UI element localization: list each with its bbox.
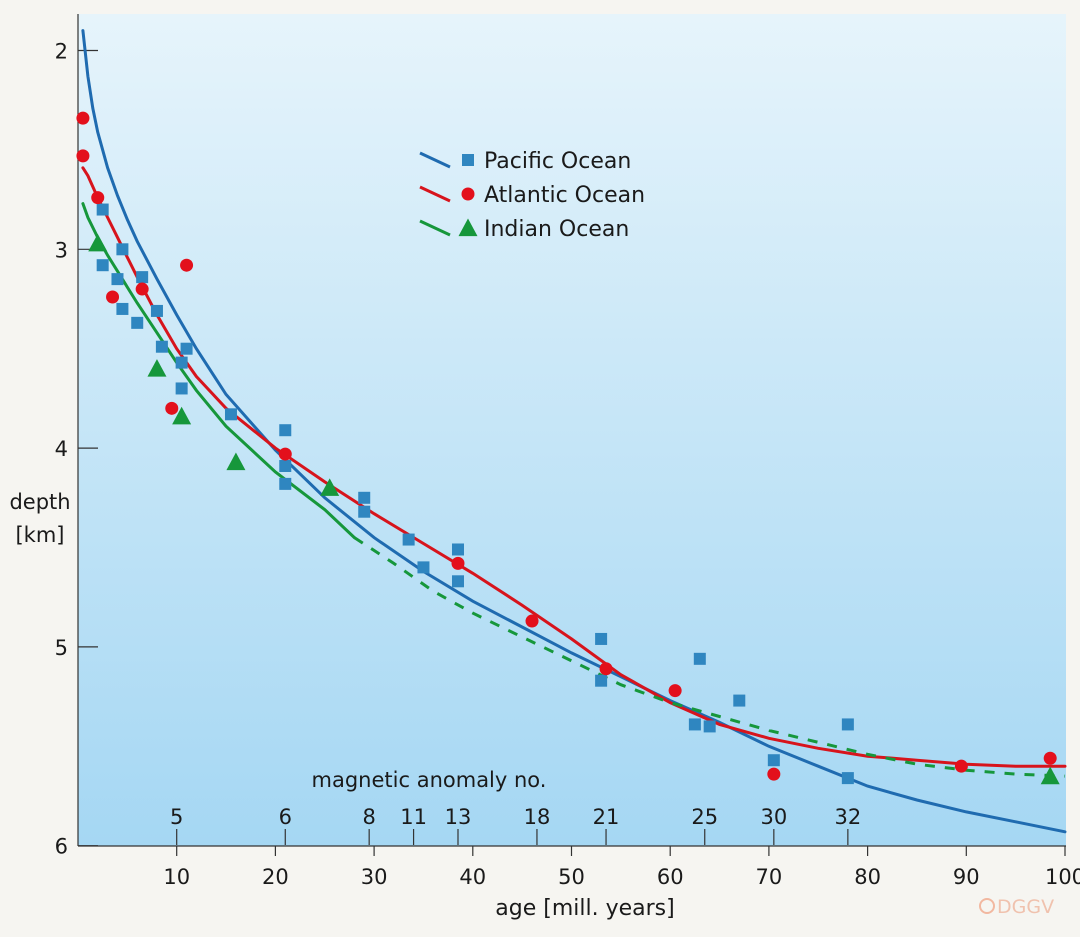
plot-background bbox=[78, 14, 1066, 846]
pacific-ocean-data-point bbox=[704, 720, 716, 732]
pacific-ocean-data-point bbox=[279, 424, 291, 436]
watermark: DGGV bbox=[980, 896, 1054, 918]
pacific-ocean-data-point bbox=[97, 259, 109, 271]
pacific-ocean-data-point bbox=[111, 273, 123, 285]
x-tick-label: 10 bbox=[163, 865, 190, 889]
pacific-ocean-data-point bbox=[225, 408, 237, 420]
atlantic-ocean-data-point bbox=[451, 557, 464, 570]
pacific-ocean-data-point bbox=[279, 460, 291, 472]
anomaly-tick-label: 25 bbox=[691, 805, 718, 829]
pacific-ocean-data-point bbox=[689, 718, 701, 730]
atlantic-ocean-data-point bbox=[1044, 752, 1057, 765]
anomaly-axis-label: magnetic anomaly no. bbox=[312, 768, 547, 792]
anomaly-tick-label: 11 bbox=[400, 805, 427, 829]
anomaly-tick-label: 32 bbox=[834, 805, 861, 829]
atlantic-ocean-legend-label: Atlantic Ocean bbox=[484, 183, 645, 208]
pacific-ocean-data-point bbox=[358, 492, 370, 504]
anomaly-tick-label: 18 bbox=[524, 805, 551, 829]
y-axis-label-unit: [km] bbox=[15, 523, 64, 547]
x-tick-label: 70 bbox=[756, 865, 783, 889]
atlantic-ocean-data-point bbox=[106, 291, 119, 304]
atlantic-ocean-data-point bbox=[180, 259, 193, 272]
pacific-ocean-data-point bbox=[116, 243, 128, 255]
pacific-ocean-data-point bbox=[116, 303, 128, 315]
x-axis-label: age [mill. years] bbox=[495, 896, 674, 921]
depth-age-chart: 5 6 8 11 13 18 21 25 30 32 2 3 4 5 6 10 20 30 40 50 60 70 80 9… bbox=[0, 0, 1080, 933]
pacific-ocean-data-point bbox=[131, 317, 143, 329]
pacific-ocean-data-point bbox=[768, 754, 780, 766]
anomaly-tick-label: 6 bbox=[279, 805, 292, 829]
y-tick-label: 3 bbox=[55, 238, 68, 262]
x-tick-label: 90 bbox=[953, 865, 980, 889]
pacific-ocean-data-point bbox=[595, 633, 607, 645]
atlantic-ocean-data-point bbox=[279, 448, 292, 461]
pacific-ocean-legend-label: Pacific Ocean bbox=[484, 149, 631, 174]
atlantic-ocean-data-point bbox=[955, 760, 968, 773]
pacific-ocean-data-point bbox=[595, 675, 607, 687]
anomaly-tick-label: 5 bbox=[170, 805, 183, 829]
pacific-ocean-data-point bbox=[156, 341, 168, 353]
x-tick-label: 40 bbox=[459, 865, 486, 889]
pacific-ocean-data-point bbox=[694, 653, 706, 665]
indian-ocean-legend-label: Indian Ocean bbox=[484, 217, 629, 242]
pacific-ocean-data-point bbox=[151, 305, 163, 317]
pacific-ocean-legend-marker bbox=[462, 154, 474, 166]
watermark-text: DGGV bbox=[997, 896, 1054, 918]
atlantic-ocean-data-point bbox=[136, 283, 149, 296]
atlantic-ocean-legend-marker bbox=[462, 188, 475, 201]
x-tick-label: 60 bbox=[657, 865, 684, 889]
atlantic-ocean-data-point bbox=[767, 768, 780, 781]
atlantic-ocean-data-point bbox=[91, 191, 104, 204]
y-axis-label-depth: depth bbox=[9, 490, 70, 514]
anomaly-tick-label: 8 bbox=[362, 805, 375, 829]
y-tick-label: 5 bbox=[55, 636, 68, 660]
pacific-ocean-data-point bbox=[842, 718, 854, 730]
x-tick-label: 100 bbox=[1045, 865, 1080, 889]
watermark-logo-icon bbox=[980, 899, 994, 913]
atlantic-ocean-data-point bbox=[165, 402, 178, 415]
x-tick-label: 30 bbox=[361, 865, 388, 889]
x-tick-label: 20 bbox=[262, 865, 289, 889]
y-tick-label: 4 bbox=[55, 437, 68, 461]
pacific-ocean-data-point bbox=[136, 271, 148, 283]
pacific-ocean-data-point bbox=[733, 695, 745, 707]
atlantic-ocean-data-point bbox=[76, 149, 89, 162]
pacific-ocean-data-point bbox=[358, 506, 370, 518]
pacific-ocean-data-point bbox=[452, 543, 464, 555]
pacific-ocean-data-point bbox=[176, 357, 188, 369]
anomaly-tick-label: 30 bbox=[760, 805, 787, 829]
pacific-ocean-data-point bbox=[452, 575, 464, 587]
atlantic-ocean-data-point bbox=[600, 662, 613, 675]
atlantic-ocean-data-point bbox=[76, 112, 89, 125]
y-tick-label: 6 bbox=[55, 835, 68, 859]
pacific-ocean-data-point bbox=[279, 478, 291, 490]
pacific-ocean-data-point bbox=[176, 382, 188, 394]
chart-container: 5 6 8 11 13 18 21 25 30 32 2 3 4 5 6 10 20 30 40 50 60 70 80 9… bbox=[0, 0, 1080, 933]
anomaly-tick-label: 13 bbox=[445, 805, 472, 829]
atlantic-ocean-data-point bbox=[526, 615, 539, 628]
pacific-ocean-data-point bbox=[417, 561, 429, 573]
atlantic-ocean-data-point bbox=[669, 684, 682, 697]
x-tick-label: 50 bbox=[558, 865, 585, 889]
pacific-ocean-data-point bbox=[403, 534, 415, 546]
pacific-ocean-data-point bbox=[97, 204, 109, 216]
pacific-ocean-data-point bbox=[181, 343, 193, 355]
y-tick-label: 2 bbox=[55, 40, 68, 64]
pacific-ocean-data-point bbox=[842, 772, 854, 784]
anomaly-tick-label: 21 bbox=[593, 805, 620, 829]
x-tick-label: 80 bbox=[854, 865, 881, 889]
